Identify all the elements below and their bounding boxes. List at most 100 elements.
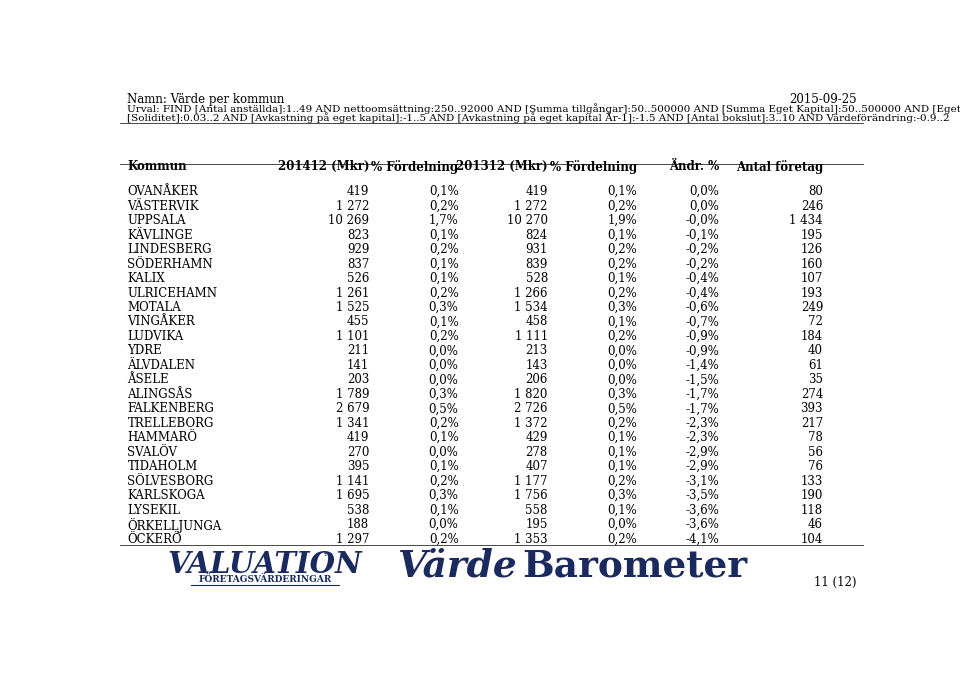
Text: 1 434: 1 434 bbox=[789, 214, 823, 227]
Text: SÖDERHAMN: SÖDERHAMN bbox=[128, 258, 213, 270]
Text: Barometer: Barometer bbox=[522, 548, 747, 585]
Text: 78: 78 bbox=[808, 431, 823, 444]
Text: 558: 558 bbox=[525, 504, 548, 516]
Text: SÖLVESBORG: SÖLVESBORG bbox=[128, 475, 214, 487]
Text: 1 261: 1 261 bbox=[336, 287, 370, 299]
Text: 0,2%: 0,2% bbox=[429, 533, 459, 546]
Text: SVALÖV: SVALÖV bbox=[128, 445, 178, 459]
Text: HAMMARÖ: HAMMARÖ bbox=[128, 431, 198, 444]
Text: 0,2%: 0,2% bbox=[608, 258, 637, 270]
Text: 455: 455 bbox=[347, 316, 370, 329]
Text: 1 534: 1 534 bbox=[515, 301, 548, 314]
Text: 0,3%: 0,3% bbox=[429, 489, 459, 502]
Text: 195: 195 bbox=[801, 228, 823, 241]
Text: 0,0%: 0,0% bbox=[689, 199, 719, 213]
Text: ™: ™ bbox=[323, 554, 333, 563]
Text: 213: 213 bbox=[525, 344, 548, 358]
Text: 1 789: 1 789 bbox=[336, 388, 370, 401]
Text: 0,0%: 0,0% bbox=[608, 518, 637, 531]
Text: 528: 528 bbox=[525, 272, 548, 285]
Text: 0,5%: 0,5% bbox=[429, 402, 459, 415]
Text: Ändr. %: Ändr. % bbox=[669, 160, 719, 173]
Text: 217: 217 bbox=[801, 416, 823, 430]
Text: LUDVIKA: LUDVIKA bbox=[128, 330, 183, 343]
Text: -0,7%: -0,7% bbox=[685, 316, 719, 329]
Text: 458: 458 bbox=[525, 316, 548, 329]
Text: ALINGSÅS: ALINGSÅS bbox=[128, 388, 193, 401]
Text: Namn: Värde per kommun: Namn: Värde per kommun bbox=[128, 93, 285, 105]
Text: 1 141: 1 141 bbox=[336, 475, 370, 487]
Text: 929: 929 bbox=[347, 243, 370, 256]
Text: 824: 824 bbox=[525, 228, 548, 241]
Text: -1,7%: -1,7% bbox=[685, 402, 719, 415]
Text: KÄVLINGE: KÄVLINGE bbox=[128, 228, 193, 241]
Text: YDRE: YDRE bbox=[128, 344, 162, 358]
Text: VALUATION: VALUATION bbox=[168, 550, 362, 579]
Text: 407: 407 bbox=[525, 460, 548, 473]
Text: 395: 395 bbox=[347, 460, 370, 473]
Text: 526: 526 bbox=[347, 272, 370, 285]
Text: 104: 104 bbox=[801, 533, 823, 546]
Text: 1 272: 1 272 bbox=[336, 199, 370, 213]
Text: 0,1%: 0,1% bbox=[429, 316, 459, 329]
Text: 0,3%: 0,3% bbox=[608, 489, 637, 502]
Text: 0,0%: 0,0% bbox=[429, 445, 459, 459]
Text: 538: 538 bbox=[347, 504, 370, 516]
Text: 107: 107 bbox=[801, 272, 823, 285]
Text: 0,2%: 0,2% bbox=[608, 416, 637, 430]
Text: 0,0%: 0,0% bbox=[608, 359, 637, 372]
Text: 126: 126 bbox=[801, 243, 823, 256]
Text: -2,9%: -2,9% bbox=[685, 445, 719, 459]
Text: 393: 393 bbox=[801, 402, 823, 415]
Text: 46: 46 bbox=[808, 518, 823, 531]
Text: 0,1%: 0,1% bbox=[429, 272, 459, 285]
Text: 0,0%: 0,0% bbox=[429, 518, 459, 531]
Text: 56: 56 bbox=[808, 445, 823, 459]
Text: 837: 837 bbox=[347, 258, 370, 270]
Text: 0,1%: 0,1% bbox=[429, 185, 459, 198]
Text: 10 269: 10 269 bbox=[328, 214, 370, 227]
Text: [Soliditet]:0.03..2 AND [Avkastning på eget kapital]:-1..5 AND [Avkastning på eg: [Soliditet]:0.03..2 AND [Avkastning på e… bbox=[128, 112, 950, 123]
Text: 1 695: 1 695 bbox=[336, 489, 370, 502]
Text: 2 726: 2 726 bbox=[515, 402, 548, 415]
Text: 0,1%: 0,1% bbox=[608, 316, 637, 329]
Text: -0,1%: -0,1% bbox=[685, 228, 719, 241]
Text: 823: 823 bbox=[347, 228, 370, 241]
Text: 0,2%: 0,2% bbox=[429, 287, 459, 299]
Text: 0,2%: 0,2% bbox=[429, 416, 459, 430]
Text: 35: 35 bbox=[808, 373, 823, 387]
Text: -3,6%: -3,6% bbox=[685, 518, 719, 531]
Text: -0,9%: -0,9% bbox=[685, 344, 719, 358]
Text: 0,1%: 0,1% bbox=[608, 185, 637, 198]
Text: -3,6%: -3,6% bbox=[685, 504, 719, 516]
Text: 118: 118 bbox=[801, 504, 823, 516]
Text: 160: 160 bbox=[801, 258, 823, 270]
Text: % Fördelning: % Fördelning bbox=[372, 160, 459, 174]
Text: -4,1%: -4,1% bbox=[685, 533, 719, 546]
Text: 0,2%: 0,2% bbox=[608, 287, 637, 299]
Text: 1 272: 1 272 bbox=[515, 199, 548, 213]
Text: 1 341: 1 341 bbox=[336, 416, 370, 430]
Text: 270: 270 bbox=[347, 445, 370, 459]
Text: KARLSKOGA: KARLSKOGA bbox=[128, 489, 205, 502]
Text: -0,2%: -0,2% bbox=[685, 258, 719, 270]
Text: 0,1%: 0,1% bbox=[608, 228, 637, 241]
Text: -1,5%: -1,5% bbox=[685, 373, 719, 387]
Text: 203: 203 bbox=[347, 373, 370, 387]
Text: Antal företag: Antal företag bbox=[735, 160, 823, 174]
Text: MOTALA: MOTALA bbox=[128, 301, 181, 314]
Text: 1 353: 1 353 bbox=[515, 533, 548, 546]
Text: 419: 419 bbox=[347, 185, 370, 198]
Text: -1,7%: -1,7% bbox=[685, 388, 719, 401]
Text: 0,3%: 0,3% bbox=[608, 301, 637, 314]
Text: 931: 931 bbox=[525, 243, 548, 256]
Text: 76: 76 bbox=[808, 460, 823, 473]
Text: 11 (12): 11 (12) bbox=[814, 576, 856, 589]
Text: 0,1%: 0,1% bbox=[429, 431, 459, 444]
Text: 0,0%: 0,0% bbox=[608, 373, 637, 387]
Text: 184: 184 bbox=[801, 330, 823, 343]
Text: 0,1%: 0,1% bbox=[429, 258, 459, 270]
Text: 0,3%: 0,3% bbox=[429, 388, 459, 401]
Text: 246: 246 bbox=[801, 199, 823, 213]
Text: 0,1%: 0,1% bbox=[429, 504, 459, 516]
